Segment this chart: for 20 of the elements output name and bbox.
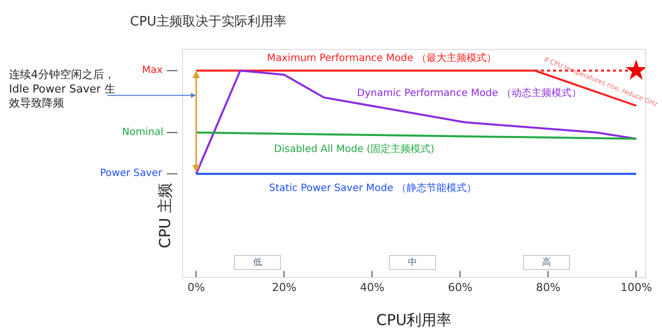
series-label: Disabled All Mode (固定主频模式) [274,143,435,155]
x-tick-label: 80% [536,281,560,294]
text: Power Saver [100,168,163,179]
chart-title: CPU主频取决于实际利用率 [130,14,286,30]
text: Nominal [122,127,164,138]
series-label: Dynamic Performance Mode （动态主频模式） [357,87,582,99]
x-tick-label: 40% [360,281,384,294]
x-tick-label: 0% [187,281,205,294]
x-tick-label: 20% [272,281,296,294]
x-tick-label: 100% [620,281,652,294]
series-label: Static Power Saver Mode （静态节能模式） [269,182,476,194]
text: Max [142,65,163,76]
x-axis-title: CPU利用率 [376,311,452,329]
annotation: 中 [391,257,434,268]
text: 连续4分钟空闲之后，Idle Power Saver 生效导致降频 [9,68,116,110]
x-tick-label: 60% [448,281,472,294]
annotation: 高 [525,257,568,268]
y-axis-title: CPU 主频 [156,182,174,248]
annotation: 低 [236,257,280,268]
series-label: Maximum Performance Mode （最大主频模式） [267,52,496,64]
